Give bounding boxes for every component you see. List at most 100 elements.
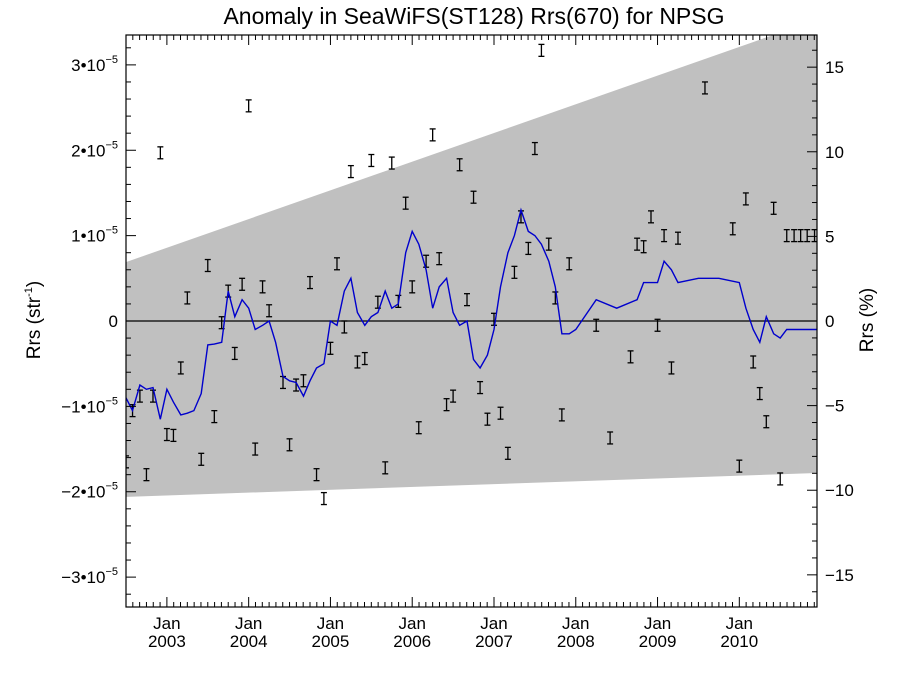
error-bar-point <box>607 431 614 445</box>
error-bar-points-layer <box>126 43 817 506</box>
error-bar-point <box>729 222 736 236</box>
y-left-tick-label: 2•10−5 <box>71 139 118 160</box>
error-bar-point <box>239 277 246 291</box>
y-left-tick-exponent: −5 <box>105 139 118 151</box>
error-bar-point <box>266 304 273 318</box>
error-bar-point <box>177 361 184 375</box>
error-bar-point <box>661 229 668 243</box>
error-bar-point <box>804 229 811 243</box>
error-bar-point <box>409 280 416 294</box>
anomaly-line <box>126 207 817 420</box>
x-tick-label-year: 2009 <box>639 632 677 651</box>
y-left-tick-mantissa: 2•10 <box>71 141 105 160</box>
error-bar-point <box>313 468 320 482</box>
y-left-tick-label: −3•10−5 <box>61 566 118 587</box>
error-bar-point <box>170 428 177 443</box>
error-bar-point <box>245 99 252 113</box>
error-bar-point <box>756 386 763 401</box>
x-tick-label-year: 2008 <box>557 632 595 651</box>
error-bar-point <box>402 196 409 210</box>
error-bar-point <box>742 192 749 206</box>
error-bar-point <box>327 341 334 355</box>
y-left-tick-label: −2•10−5 <box>61 481 118 502</box>
axes-layer: Jan2003Jan2004Jan2005Jan2006Jan2007Jan20… <box>61 34 854 651</box>
y-left-tick-exponent: −5 <box>105 225 118 237</box>
error-bar-point <box>252 442 259 456</box>
error-bar-point <box>354 355 361 369</box>
error-bar-point <box>640 240 647 254</box>
x-tick-label-year: 2007 <box>475 632 513 651</box>
error-bar-point <box>259 280 266 294</box>
error-bar-point <box>736 459 743 473</box>
error-bar-point <box>668 361 675 375</box>
y-left-tick-label: 3•10−5 <box>71 54 118 75</box>
y-left-tick-mantissa: −1•10 <box>61 397 105 416</box>
error-bar-point <box>204 258 211 273</box>
error-bar-point <box>231 346 238 361</box>
y-left-tick-exponent: −5 <box>105 54 118 66</box>
error-bar-point <box>443 398 450 412</box>
y-axis-right-label: Rrs (%) <box>857 288 878 352</box>
x-tick-label-month: Jan <box>726 614 753 633</box>
error-bar-point <box>293 378 300 392</box>
error-bar-point <box>545 237 552 251</box>
y-axis-left-label-base: Rrs (str <box>24 296 45 359</box>
error-bar-point <box>143 468 150 482</box>
y-right-tick-label: 10 <box>825 143 844 162</box>
error-bar-point <box>306 275 313 290</box>
error-bar-point <box>791 229 798 243</box>
y-left-tick-exponent: −5 <box>105 566 118 578</box>
y-right-tick-label: 15 <box>825 58 844 77</box>
y-left-tick-label: 1•10−5 <box>71 225 118 246</box>
error-bar-point <box>525 241 532 256</box>
confidence-band <box>126 35 817 497</box>
error-bar-point <box>627 350 634 364</box>
error-bar-point <box>368 153 375 168</box>
x-tick-label-year: 2006 <box>393 632 431 651</box>
error-bar-point <box>797 229 804 243</box>
error-bar-point <box>456 158 463 172</box>
x-tick-label-year: 2010 <box>720 632 758 651</box>
error-bar-point <box>423 254 430 268</box>
error-bar-point <box>211 409 218 424</box>
error-bar-point <box>347 164 354 179</box>
y-left-tick-label: 0 <box>109 312 118 331</box>
y-right-tick-label: −15 <box>825 566 854 585</box>
y-left-tick-exponent: −5 <box>105 481 118 493</box>
y-left-tick-mantissa: −3•10 <box>61 568 105 587</box>
error-bar-point <box>286 438 293 452</box>
y-left-tick-mantissa: 0 <box>109 312 118 331</box>
y-left-tick-mantissa: −2•10 <box>61 483 105 502</box>
labels-layer: Anomaly in SeaWiFS(ST128) Rrs(670) for N… <box>23 3 878 359</box>
x-tick-label-month: Jan <box>480 614 507 633</box>
confidence-band-layer <box>126 35 817 497</box>
error-bar-point <box>198 452 205 466</box>
error-bar-point <box>504 446 511 460</box>
x-tick-label-month: Jan <box>399 614 426 633</box>
error-bar-point <box>436 252 443 266</box>
y-right-tick-label: 5 <box>825 227 834 246</box>
error-bar-point <box>674 231 681 245</box>
chart-title: Anomaly in SeaWiFS(ST128) Rrs(670) for N… <box>223 3 724 29</box>
error-bar-point <box>126 455 129 469</box>
error-bar-point <box>701 81 708 95</box>
error-bar-point <box>415 421 422 435</box>
anomaly-line-layer <box>126 207 817 420</box>
error-bar-point <box>320 491 327 506</box>
x-tick-label-month: Jan <box>317 614 344 633</box>
x-tick-label-year: 2003 <box>148 632 186 651</box>
y-left-tick-mantissa: 3•10 <box>71 56 105 75</box>
error-bar-point <box>654 318 661 332</box>
y-left-tick-exponent: −5 <box>105 395 118 407</box>
error-bar-point <box>388 156 395 170</box>
error-bar-point <box>300 374 307 388</box>
error-bar-point <box>477 380 484 395</box>
error-bar-point <box>566 257 573 271</box>
error-bar-point <box>634 237 641 251</box>
error-bar-point <box>647 210 654 224</box>
x-tick-label-month: Jan <box>644 614 671 633</box>
error-bar-point <box>361 351 368 366</box>
error-bar-point <box>450 389 457 403</box>
